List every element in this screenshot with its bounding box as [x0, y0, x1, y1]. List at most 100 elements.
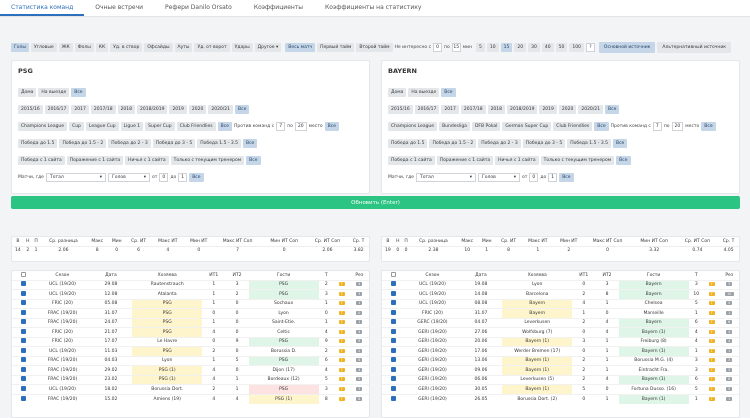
tournament-button[interactable]: Bundesliga: [439, 122, 470, 131]
match-row[interactable]: UCL (19/20) 12.08 Atalanta 1 2 PSG 3 Т 3: [12, 289, 369, 300]
match-checkbox[interactable]: [12, 356, 35, 366]
match-row[interactable]: UCL (19/20) 08.08 Bayern 4 1 Chelsea 5 Т 5: [382, 299, 739, 309]
match-row[interactable]: GERI (19/20) 30.05 Bayern (1) 5 0 Fortuna Dus…: [382, 384, 739, 394]
tournament-button[interactable]: German Super Cup: [502, 122, 552, 131]
match-checkbox[interactable]: [382, 290, 405, 300]
match-row[interactable]: UCL (19/20) 18.02 Borussia Dort. 2 1 PSG 3 Т 3: [12, 384, 369, 395]
match-checkbox[interactable]: [12, 299, 35, 309]
opp-all-button[interactable]: Все: [324, 122, 339, 131]
match-checkbox[interactable]: [382, 299, 405, 309]
match-row[interactable]: FRAC (19/20) 23.02 PSG (1) 4 1 Bordeaux (12) 5…: [12, 375, 369, 385]
match-row[interactable]: GERI (19/20) 17.06 Werder Bremen (17) 0 1 Bay…: [382, 346, 739, 357]
season-button[interactable]: 2017: [71, 105, 89, 114]
season-button[interactable]: 2020/21: [578, 105, 604, 114]
match-row[interactable]: FRIC (20) 17.07 Le Havre 0 9 PSG 9 Т 9: [12, 337, 369, 347]
match-checkbox[interactable]: [382, 337, 405, 347]
total-select[interactable]: Тотал ▾: [415, 173, 476, 182]
match-row[interactable]: FRAC (19/20) 31.07 PSG 0 0 Lyon 0 Т 0: [12, 308, 369, 318]
win-filter-button[interactable]: Победа до 2 - 3: [478, 139, 521, 148]
season-button[interactable]: 2018: [487, 105, 506, 114]
match-count-button[interactable]: 5: [476, 42, 485, 52]
win-filter-button[interactable]: Победа с 1 сайта: [388, 156, 435, 165]
match-row[interactable]: UCL (19/20) 19.08 Lyon 0 3 Bayern 3 Т 3: [382, 280, 739, 290]
tournament-button[interactable]: DFB Pokal: [471, 122, 501, 131]
win-filter-button[interactable]: Победа до 3 - 5: [522, 139, 566, 148]
win-filter-button[interactable]: Все: [613, 139, 628, 148]
win-filter-button[interactable]: Победа до 1.5 - 2: [429, 139, 477, 148]
match-row[interactable]: FRAC (19/20) 15.02 Amiens (19) 4 4 PSG (1) 8 Т 8: [12, 394, 369, 404]
stat-filter-button[interactable]: ЖК: [58, 42, 73, 52]
match-row[interactable]: UCL (19/20) 29.08 Rautenstrauch 1 3 PSG 2 Т 4: [12, 280, 369, 290]
match-count-button[interactable]: 10: [486, 42, 499, 52]
tournament-button[interactable]: Все: [594, 122, 609, 131]
win-filter-button[interactable]: Победа 1.5 - 3.5: [567, 139, 611, 148]
match-count-button[interactable]: 50: [555, 42, 568, 52]
match-checkbox[interactable]: [12, 347, 35, 357]
season-button[interactable]: 2020: [188, 105, 207, 114]
season-button[interactable]: 2019: [539, 105, 557, 114]
match-count-button[interactable]: 15: [500, 42, 513, 52]
season-button[interactable]: 2017/18: [460, 105, 486, 114]
match-checkbox[interactable]: [12, 318, 35, 328]
win-filter-button[interactable]: Только с текущим тренером: [170, 156, 245, 165]
match-row[interactable]: GERI (19/20) 09.06 Bayern (1) 2 1 Eintracht F…: [382, 365, 739, 375]
venue-button[interactable]: На выезде: [408, 88, 440, 97]
range-to-input[interactable]: 1: [178, 173, 188, 182]
win-filter-button[interactable]: Поражение с 1 сайта: [436, 156, 494, 165]
match-row[interactable]: FRAC (19/20) 24.07 PSG 1 0 Saint-Etie. 1 Т 1: [12, 318, 369, 328]
range-to-input[interactable]: 1: [548, 173, 558, 182]
season-button[interactable]: 2020: [558, 105, 577, 114]
period-button[interactable]: Весь матч: [285, 42, 316, 52]
win-filter-button[interactable]: Победа до 1.5 - 2: [59, 139, 107, 148]
win-filter-button[interactable]: Победа до 3 - 5: [152, 139, 196, 148]
range-from-input[interactable]: 0: [159, 173, 169, 182]
tab-4[interactable]: Коэффициенты на статистику: [325, 4, 422, 11]
match-checkbox[interactable]: [12, 290, 35, 300]
match-checkbox[interactable]: [12, 385, 35, 395]
opp-to-input[interactable]: 20: [294, 122, 307, 131]
match-row[interactable]: FRAC (19/20) 29.02 PSG (1) 4 0 Dijon (17) 4 Т 4: [12, 365, 369, 375]
stat-filter-button[interactable]: Офсайды: [144, 42, 173, 52]
season-button[interactable]: 2018/2019: [507, 105, 538, 114]
win-filter-button[interactable]: Победа 1.5 - 3.5: [197, 139, 241, 148]
match-checkbox[interactable]: [382, 280, 405, 290]
other-dropdown[interactable]: Другое ▾: [254, 42, 282, 52]
period-button[interactable]: Первый тайм: [317, 42, 355, 52]
match-checkbox[interactable]: [12, 375, 35, 385]
match-count-button[interactable]: 30: [528, 42, 540, 52]
match-checkbox[interactable]: [382, 347, 405, 357]
tournament-button[interactable]: Club Friendlies: [553, 122, 593, 131]
stat-filter-button[interactable]: Уд. от ворот: [194, 42, 230, 52]
opp-from-input[interactable]: 7: [652, 122, 662, 131]
tournament-button[interactable]: Ligue 1: [120, 122, 144, 131]
season-button[interactable]: 2015/16: [388, 105, 413, 114]
match-checkbox[interactable]: [12, 337, 35, 347]
tournament-button[interactable]: Cup: [69, 122, 84, 131]
tournament-button[interactable]: Champions League: [388, 122, 438, 131]
match-row[interactable]: FRIC (20) 31.07 Bayern 1 0 Marseille 1 Т 1: [382, 308, 739, 318]
match-row[interactable]: FRIC (20) 05.08 PSG 1 0 Sochaux 1 Т 1: [12, 299, 369, 309]
select-all-checkbox[interactable]: [12, 271, 35, 280]
odds-from-input[interactable]: 0: [433, 42, 443, 52]
total-select[interactable]: Тотал ▾: [45, 173, 106, 182]
season-button[interactable]: 2017: [441, 105, 459, 114]
venue-button[interactable]: Все: [441, 88, 456, 97]
win-filter-button[interactable]: Победа с 1 сайта: [18, 156, 65, 165]
match-checkbox[interactable]: [382, 318, 405, 328]
match-count-button[interactable]: 20: [514, 42, 527, 52]
stat-filter-button[interactable]: Ауты: [174, 42, 193, 52]
win-filter-button[interactable]: Победа до 1.5: [388, 139, 428, 148]
match-row[interactable]: GERI (19/20) 06.06 Leverkusen (5) 2 4 Bayern …: [382, 375, 739, 385]
stat-filter-button[interactable]: Фолы: [74, 42, 94, 52]
season-button[interactable]: 2019: [169, 105, 187, 114]
season-button[interactable]: 2018/2019: [137, 105, 168, 114]
range-all-button[interactable]: Все: [189, 173, 204, 182]
period-button[interactable]: Второй тайм: [356, 42, 393, 52]
match-count-button[interactable]: 100: [569, 42, 584, 52]
match-row[interactable]: FRAC (19/20) 04.03 Lyon 1 5 PSG 6 Т 6: [12, 356, 369, 366]
venue-button[interactable]: Дома: [18, 88, 37, 97]
stat-filter-button[interactable]: Угловые: [30, 42, 57, 52]
match-checkbox[interactable]: [382, 356, 405, 366]
match-count-input[interactable]: ?: [585, 42, 595, 52]
opp-all-button[interactable]: Все: [701, 122, 716, 131]
